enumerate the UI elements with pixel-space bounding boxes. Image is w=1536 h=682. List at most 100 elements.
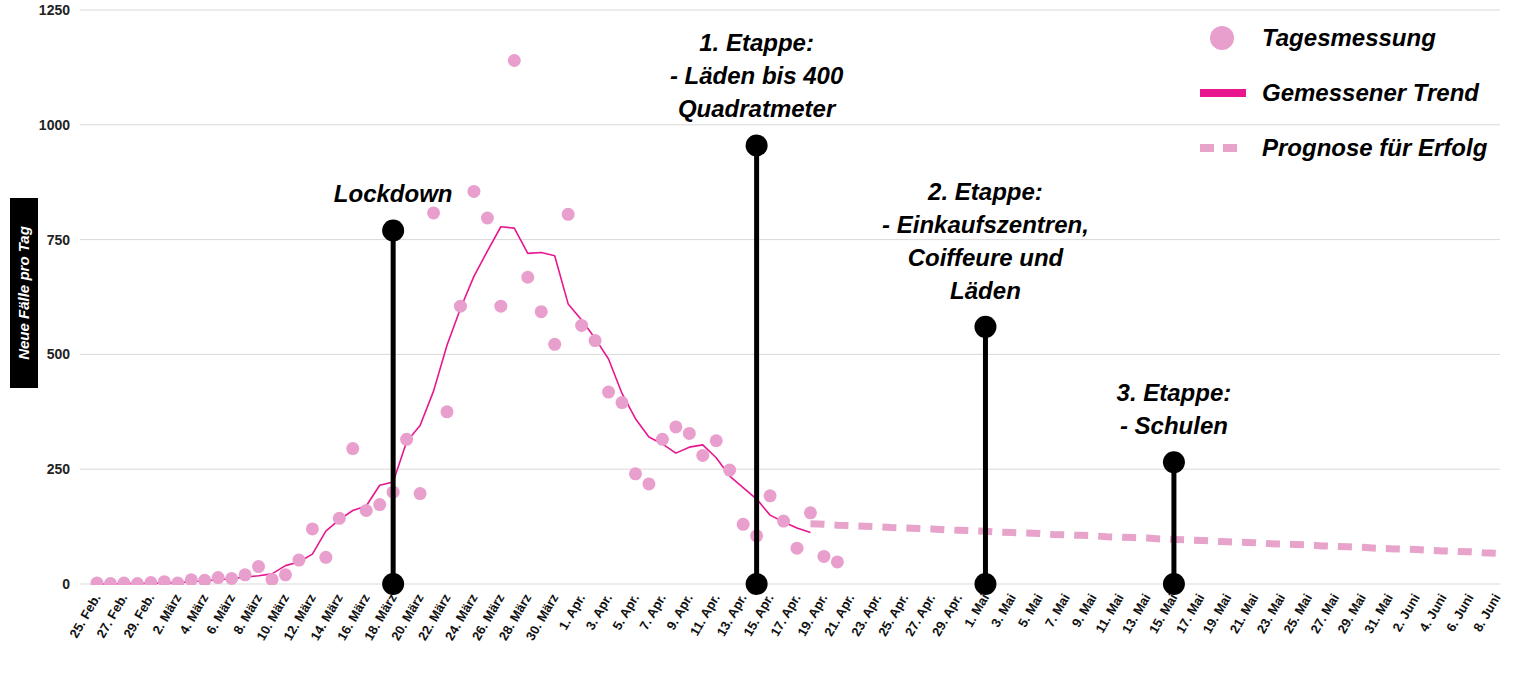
annotation-base-dot: [1163, 573, 1185, 595]
data-point: [481, 212, 494, 225]
data-point: [266, 573, 279, 585]
data-point: [575, 319, 588, 332]
annotations: Lockdown1. Etappe:- Läden bis 400Quadrat…: [334, 29, 1231, 595]
data-point: [804, 506, 817, 519]
data-point: [91, 577, 104, 585]
data-point: [616, 396, 629, 409]
annotation-text: 2. Etappe:: [927, 178, 1043, 205]
annotation-top-dot: [382, 219, 404, 241]
annotation-text: Läden: [950, 277, 1021, 304]
x-tick-label: 7. Mai: [1042, 591, 1073, 630]
annotation: 2. Etappe: - Einkaufszentren, Coiffeure un…: [882, 178, 1089, 595]
annotation-base-dot: [382, 573, 404, 595]
annotation-line: [983, 327, 988, 584]
data-point: [454, 300, 467, 313]
data-point: [104, 577, 117, 585]
annotation-base-dot: [974, 573, 996, 595]
annotation-text: Coiffeure und: [908, 244, 1065, 271]
y-tick-label: 500: [47, 346, 71, 362]
data-point: [817, 550, 830, 563]
data-point: [360, 504, 373, 517]
x-tick-label: 3. Mai: [988, 591, 1019, 630]
annotation: 1. Etappe:- Läden bis 400Quadratmeter: [670, 29, 844, 595]
legend-label: Prognose für Erfolg: [1262, 134, 1488, 161]
data-point: [642, 477, 655, 490]
legend-symbol: [1210, 26, 1234, 50]
annotation-text: Lockdown: [334, 180, 453, 207]
grid-line: [80, 354, 1500, 355]
data-point: [373, 498, 386, 511]
x-tick-label: 5. Mai: [1015, 591, 1046, 630]
x-tick-label: 1. Mai: [961, 591, 992, 630]
data-point: [212, 571, 225, 584]
data-point: [696, 449, 709, 462]
data-point: [198, 574, 211, 585]
legend-symbol: [1200, 144, 1246, 152]
data-point: [252, 560, 265, 573]
x-tick-label: 31. Mai: [1361, 591, 1396, 636]
x-tick-label: 30. März: [523, 591, 562, 643]
y-tick-label: 750: [47, 232, 71, 248]
annotation-line: [754, 145, 759, 584]
annotation-line: [391, 230, 396, 584]
data-point: [548, 338, 561, 351]
annotation-top-dot: [1163, 451, 1185, 473]
legend-label: Gemessener Trend: [1262, 79, 1480, 106]
annotation-text: 1. Etappe:: [699, 29, 814, 56]
data-point: [427, 206, 440, 219]
data-point: [831, 555, 844, 568]
data-point: [737, 518, 750, 531]
data-point: [117, 577, 130, 585]
data-point: [669, 420, 682, 433]
grid-line: [80, 124, 1500, 125]
annotation-top-dot: [974, 316, 996, 338]
data-point: [225, 572, 238, 585]
trend-line: [97, 227, 810, 584]
data-point: [602, 386, 615, 399]
data-point: [333, 512, 346, 525]
y-tick-label: 0: [62, 576, 70, 592]
data-point: [777, 515, 790, 528]
plot-marks: [91, 54, 1498, 585]
data-point: [306, 522, 319, 535]
data-point: [239, 568, 252, 581]
grid-line: [80, 10, 1500, 11]
annotation-text: - Läden bis 400: [670, 62, 844, 89]
data-point: [723, 464, 736, 477]
annotation-text: - Schulen: [1120, 412, 1228, 439]
legend-symbol: [1200, 89, 1246, 97]
data-point: [562, 208, 575, 221]
legend-label: Tagesmessung: [1262, 24, 1436, 51]
data-point: [346, 442, 359, 455]
data-point: [131, 577, 144, 585]
data-point: [441, 405, 454, 418]
y-axis-title-box: [10, 198, 38, 388]
data-point: [400, 433, 413, 446]
y-axis-title: Neue Fälle pro Tag: [10, 198, 38, 388]
data-point: [710, 434, 723, 447]
x-axis: 25. Feb.27. Feb.29. Feb.2. März4. März6.…: [66, 591, 1503, 643]
data-point: [467, 185, 480, 198]
annotation-line: [1171, 462, 1176, 584]
x-tick-label: 8. Juni: [1470, 591, 1504, 634]
data-point: [494, 300, 507, 313]
annotation-top-dot: [746, 134, 768, 156]
annotation: Lockdown: [334, 180, 453, 595]
data-point: [683, 427, 696, 440]
legend: Tagesmessung Gemessener Trend Prognose für…: [1200, 24, 1488, 161]
y-tick-label: 250: [47, 461, 71, 477]
data-point: [414, 487, 427, 500]
data-point: [656, 433, 669, 446]
data-point: [764, 489, 777, 502]
grid-line: [80, 584, 1500, 585]
data-point: [521, 271, 534, 284]
x-tick-label: 29. Apr.: [929, 591, 965, 639]
y-tick-label: 1250: [39, 2, 70, 18]
y-tick-label: 1000: [39, 117, 70, 133]
forecast-line: [810, 524, 1497, 553]
annotation-text: - Einkaufszentren,: [882, 211, 1089, 238]
data-point: [629, 467, 642, 480]
grid-line: [80, 469, 1500, 470]
data-point: [144, 576, 157, 585]
data-point: [158, 575, 171, 585]
